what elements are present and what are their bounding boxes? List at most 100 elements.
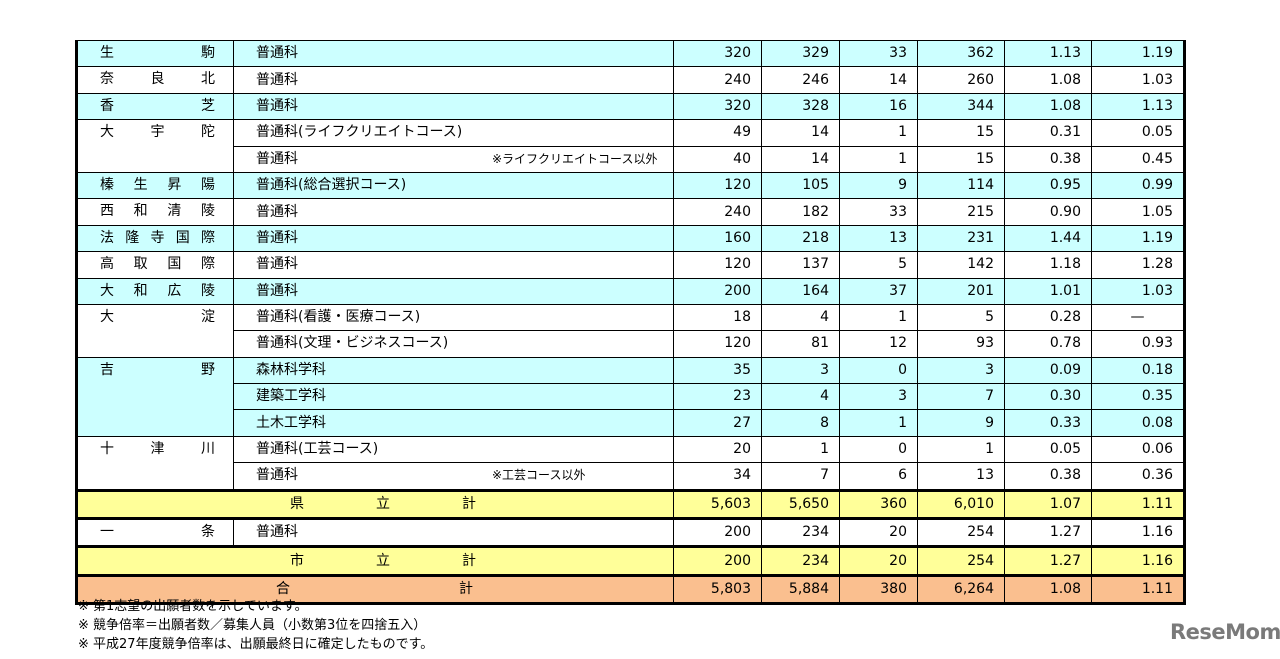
value-cell: 9 [917,409,1005,437]
school-name: 十津川 [100,440,215,457]
value-cell: 1.05 [1091,198,1185,226]
value-cell: 0.93 [1091,330,1185,358]
table-row: 大淀 普通科(看護・医療コース) 18 4 1 5 0.28— [76,303,1185,358]
course-name: 普通科 [233,92,674,121]
value-cell: 200 [673,277,762,305]
value-cell: 201 [917,277,1005,305]
school-cell: 奈良北 [76,66,234,94]
school-cell: 十津川 [76,435,234,491]
value-cell: 1 [839,145,918,173]
value-cell: 14 [761,119,840,147]
course-label: 普通科(文理・ビジネスコース) [256,335,449,352]
course-label: 普通科(看護・医療コース) [256,309,421,326]
course-name: 建築工学科 [233,383,674,411]
value-cell: 1.08 [1004,573,1092,605]
school-cell: 法隆寺国際 [76,224,234,253]
school-name: 大宇陀 [100,124,215,141]
course-label: 普通科 [256,97,298,114]
course-label: 普通科 [256,524,298,541]
course-label: 普通科 [256,229,298,246]
course-label: 普通科(工芸コース) [256,441,379,458]
value-cell: 33 [839,39,918,68]
value-cell: 0.06 [1091,435,1185,464]
value-cell: 1.44 [1004,224,1092,253]
value-cell: 0 [839,435,918,464]
value-cell: 0.78 [1004,330,1092,358]
course-name: 普通科(看護・医療コース) [233,303,674,332]
school-name: 法隆寺国際 [100,229,215,246]
value-cell: 240 [673,198,762,226]
value-cell: 215 [917,198,1005,226]
value-cell: 4 [761,303,840,332]
school-name: 大淀 [100,308,215,325]
value-cell: 105 [761,171,840,200]
school-cell: 高取国際 [76,251,234,279]
value-cell: 0.09 [1004,356,1092,385]
value-cell: 5,650 [761,488,840,520]
value-cell: 5 [839,251,918,279]
school-cell: 生駒 [76,39,234,68]
table-row: 高取国際 普通科 120 137 5 142 1.18 1.28 [76,251,1185,279]
table-row: 大和広陵 普通科 200 164 37 201 1.01 1.03 [76,277,1185,305]
course-name: 普通科 [233,198,674,226]
value-cell: 35 [673,356,762,385]
value-cell: 15 [917,145,1005,173]
value-cell: 13 [839,224,918,253]
school-cell: 吉野 [76,356,234,437]
course-label: 普通科 [256,203,298,220]
course-name: 普通科 [233,251,674,279]
value-cell: 0.38 [1004,462,1092,491]
value-cell: 200 [673,545,762,576]
footnote: ※ 第1志望の出願者数を示しています。 [78,599,308,614]
value-cell: 7 [917,383,1005,411]
value-cell: 0.30 [1004,383,1092,411]
value-cell: 137 [761,251,840,279]
course-name: 土木工学科 [233,409,674,437]
application-table: 生駒 普通科 320 329 33 362 1.13 1.19 奈良北 普通科 240 246 14 26… [75,39,1186,606]
value-cell: 4 [761,383,840,411]
footnote: ※ 競争倍率＝出願者数／募集人員（小数第3位を四捨五入） [78,618,427,633]
course-label: 森林科学科 [256,361,326,378]
total-row: 合計 5,803 5,884 380 6,264 1.08 1.11 [76,573,1185,605]
value-cell: 120 [673,251,762,279]
value-cell: 0.36 [1091,462,1185,491]
table-row: 西和清陵 普通科 240 182 33 215 0.90 1.05 [76,198,1185,226]
value-cell: 0.90 [1004,198,1092,226]
course-name: 普通科(文理・ビジネスコース) [233,330,674,358]
course-label: 普通科 [256,150,298,167]
school-cell: 榛生昇陽 [76,171,234,200]
school-name: 奈良北 [100,71,215,88]
value-cell: 6,264 [917,573,1005,605]
value-cell: 0.08 [1091,409,1185,437]
course-name: 普通科(総合選択コース) [233,171,674,200]
value-cell: 1.13 [1004,39,1092,68]
total-label: 県立計 [290,495,476,512]
value-cell: 6,010 [917,488,1005,520]
table-row: 普通科 ※工芸コース以外 34 7 6 13 0.38 0.36 [77,462,1185,491]
value-cell: 1.27 [1004,517,1092,548]
value-cell: 14 [761,145,840,173]
value-cell: 1.19 [1091,39,1185,68]
total-label: 市立計 [290,552,476,569]
value-cell: 320 [673,39,762,68]
value-cell: 1.08 [1004,92,1092,121]
value-cell: 1.11 [1091,573,1185,605]
value-cell: 1.03 [1091,277,1185,305]
value-cell: 0.95 [1004,171,1092,200]
school-cell: 大淀 [76,303,234,358]
value-cell: 160 [673,224,762,253]
school-name: 大和広陵 [100,282,215,299]
value-cell: 246 [761,66,840,94]
value-cell: 328 [761,92,840,121]
value-cell: 40 [673,145,762,173]
value-cell: 14 [839,66,918,94]
value-cell: 5 [917,303,1005,332]
value-cell: 7 [761,462,840,491]
school-name: 榛生昇陽 [100,176,215,193]
total-cell: 合計 [76,573,674,605]
value-cell: 1.27 [1004,545,1092,576]
value-cell: 0.05 [1004,435,1092,464]
footnotes: ※ 第1志望の出願者数を示しています。 ※ 競争倍率＝出願者数／募集人員（小数第… [78,597,433,654]
value-cell: 1.11 [1091,488,1185,520]
value-cell: 13 [917,462,1005,491]
